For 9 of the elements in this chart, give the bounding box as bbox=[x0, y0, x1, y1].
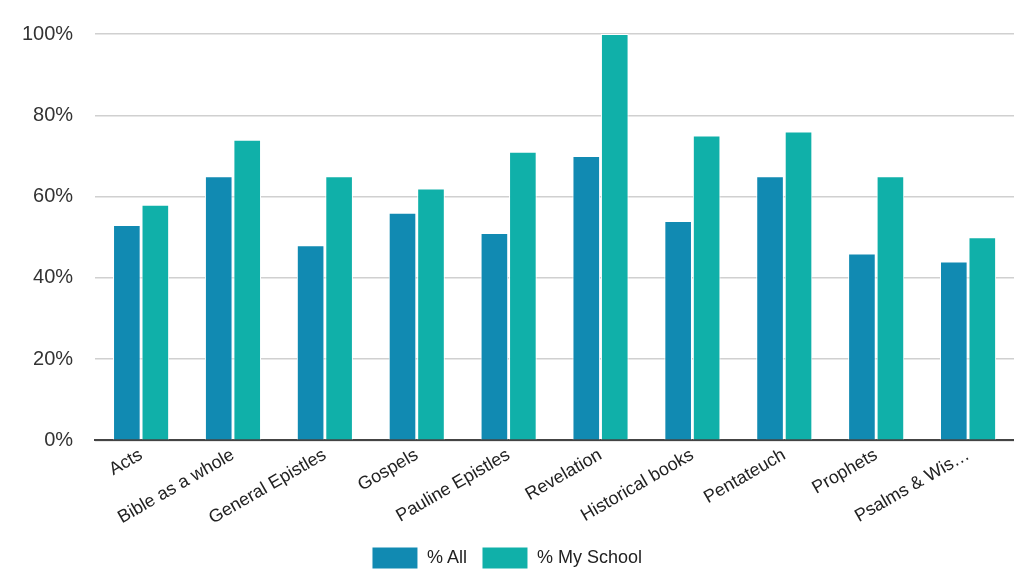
y-tick-label: 20% bbox=[33, 346, 74, 369]
y-tick-label: 0% bbox=[44, 427, 74, 450]
legend-label: % My School bbox=[536, 546, 643, 567]
y-tick-label: 100% bbox=[22, 21, 74, 44]
y-tick-label: 60% bbox=[33, 184, 74, 207]
y-tick-label: 40% bbox=[33, 265, 74, 288]
y-tick-label: 80% bbox=[33, 102, 74, 125]
x-tick-label: Acts bbox=[105, 444, 146, 479]
legend-label: % All bbox=[426, 546, 468, 567]
